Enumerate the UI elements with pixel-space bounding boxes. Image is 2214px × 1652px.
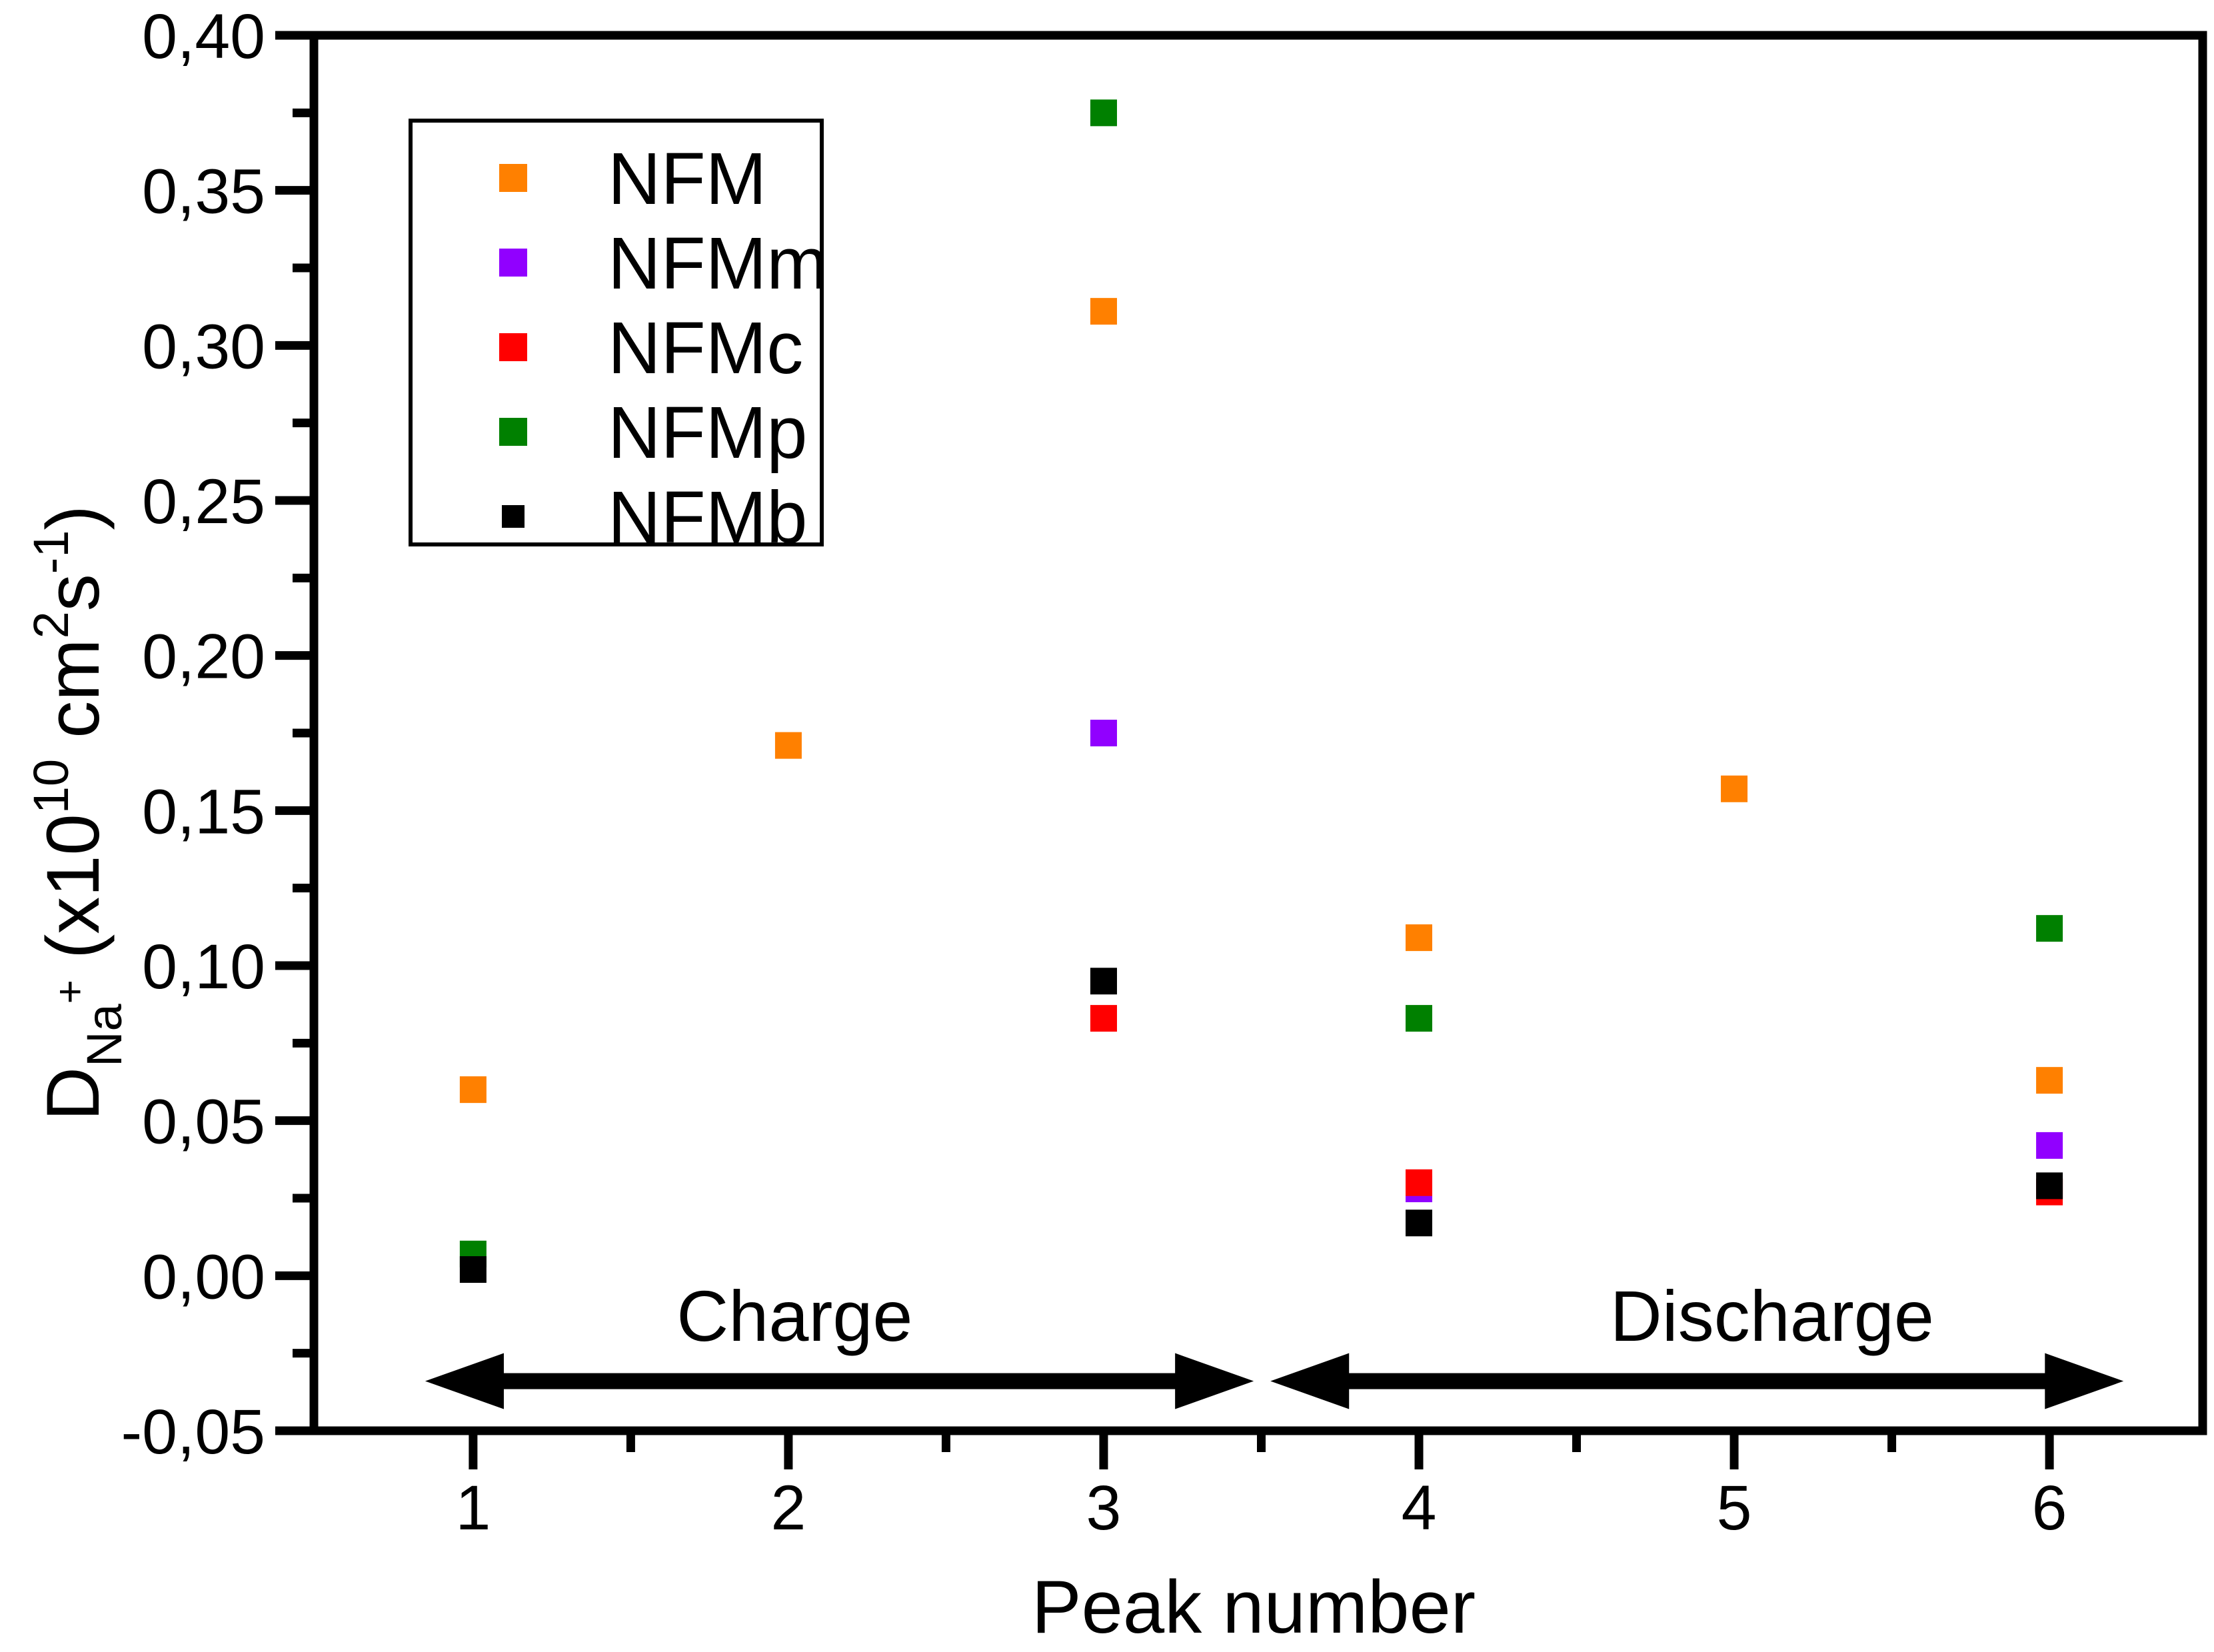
- charge-arrow-head-left: [425, 1353, 504, 1409]
- legend-label-NFMm: NFMm: [608, 223, 828, 305]
- series-NFMb: [459, 968, 2063, 1283]
- legend-swatch-NFM: [499, 164, 527, 192]
- legend-item-NFMm: NFMm: [499, 223, 828, 305]
- x-axis-title: Peak number: [1032, 1565, 1476, 1649]
- y-axis-title-part: 2: [23, 611, 79, 638]
- y-tick-label-0,20: 0,20: [142, 622, 265, 692]
- y-axis-title-part: -1: [23, 530, 79, 574]
- data-point-NFMp-peak4: [1406, 1005, 1433, 1032]
- legend-label-NFMb: NFMb: [608, 476, 807, 558]
- y-tick-label-0,15: 0,15: [142, 776, 265, 847]
- discharge-arrow-shaft: [1342, 1373, 2052, 1389]
- data-point-NFM-peak5: [1721, 775, 1748, 802]
- charge-label: Charge: [676, 1275, 912, 1356]
- legend-item-NFMp: NFMp: [499, 392, 807, 474]
- x-tick-label-5: 5: [1717, 1473, 1752, 1543]
- y-tick-label-0,10: 0,10: [142, 932, 265, 1002]
- legend-swatch-NFMc: [499, 333, 527, 361]
- x-tick-label-2: 2: [771, 1473, 806, 1543]
- legend-swatch-NFMb: [502, 505, 525, 528]
- y-axis-title-part: ): [31, 505, 115, 530]
- legend-item-NFMc: NFMc: [499, 307, 803, 389]
- legend-swatch-NFMm: [499, 249, 527, 277]
- y-tick-label--0,05: -0,05: [121, 1397, 265, 1467]
- legend-item-NFMb: NFMb: [502, 476, 807, 558]
- charge-arrow-head-right: [1175, 1353, 1254, 1409]
- y-tick-label-0,25: 0,25: [142, 466, 265, 537]
- charge-annotation: Charge: [425, 1275, 1254, 1409]
- y-axis-title: DNa+ (x1010 cm2s-1): [23, 505, 132, 1121]
- y-axis-title-part: (x10: [31, 814, 115, 980]
- discharge-arrow-head-right: [2045, 1353, 2124, 1409]
- data-point-NFMb-peak3: [1090, 968, 1117, 995]
- discharge-annotation: Discharge: [1270, 1275, 2124, 1409]
- data-point-NFM-peak3: [1090, 298, 1117, 325]
- y-tick-label-0,00: 0,00: [142, 1241, 265, 1312]
- y-tick-label-0,35: 0,35: [142, 157, 265, 227]
- discharge-arrow-head-left: [1270, 1353, 1350, 1409]
- legend-label-NFMc: NFMc: [608, 307, 803, 389]
- data-point-NFM-peak4: [1406, 924, 1433, 952]
- legend-swatch-NFMp: [499, 418, 527, 446]
- y-axis-title-part: s: [31, 574, 115, 611]
- legend-label-NFM: NFM: [608, 138, 766, 220]
- legend-box: [409, 119, 824, 546]
- data-point-NFMb-peak4: [1406, 1210, 1433, 1237]
- legend-item-NFM: NFM: [499, 138, 766, 220]
- legend-label-NFMp: NFMp: [608, 392, 807, 474]
- x-tick-label-1: 1: [455, 1473, 491, 1543]
- series-NFM: [459, 298, 2063, 1104]
- data-point-NFMm-peak6: [2036, 1132, 2063, 1159]
- data-point-NFMp-peak3: [1090, 99, 1117, 127]
- x-tick-label-6: 6: [2032, 1473, 2067, 1543]
- data-point-NFMc-peak3: [1090, 1005, 1117, 1032]
- y-tick-label-0,40: 0,40: [142, 1, 265, 72]
- data-point-NFMb-peak1: [459, 1256, 487, 1283]
- y-tick-label-0,30: 0,30: [142, 311, 265, 382]
- data-point-NFM-peak6: [2036, 1067, 2063, 1094]
- y-axis-title-part: +: [47, 980, 93, 1004]
- x-tick-label-3: 3: [1086, 1473, 1122, 1543]
- discharge-label: Discharge: [1610, 1275, 1934, 1356]
- data-point-NFMm-peak3: [1090, 720, 1117, 746]
- data-point-NFMc-peak4: [1406, 1169, 1433, 1196]
- data-point-NFMb-peak6: [2036, 1172, 2063, 1200]
- y-axis-title-part: cm: [31, 638, 115, 758]
- data-point-NFM-peak2: [774, 732, 802, 759]
- charge-arrow-shaft: [497, 1373, 1182, 1389]
- y-axis-title-part: D: [31, 1067, 115, 1121]
- data-point-NFMp-peak6: [2036, 915, 2063, 942]
- x-tick-label-4: 4: [1402, 1473, 1437, 1543]
- y-axis-title-part: Na: [77, 1004, 132, 1067]
- y-axis-title-part: 10: [23, 759, 79, 814]
- y-tick-label-0,05: 0,05: [142, 1087, 265, 1158]
- data-point-NFM-peak1: [459, 1076, 487, 1104]
